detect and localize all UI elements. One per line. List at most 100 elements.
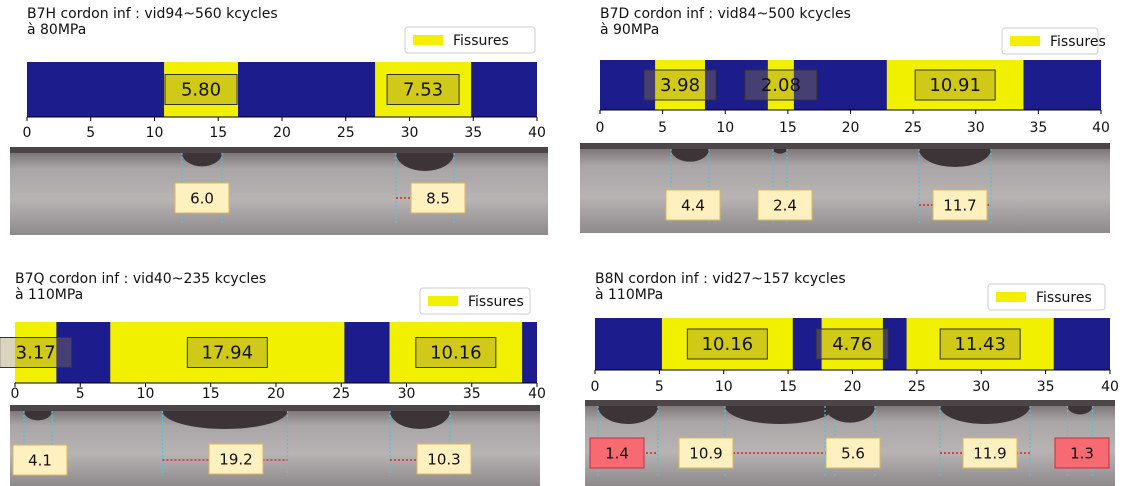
crack-front — [919, 149, 991, 167]
crack-front — [162, 411, 288, 429]
legend-box — [987, 283, 1106, 311]
legend-box — [419, 287, 531, 315]
measure-label-box — [825, 437, 881, 469]
x-tick-label: 30 — [398, 386, 416, 402]
x-tick-label: 15 — [202, 386, 220, 402]
value-label-box — [164, 74, 238, 105]
legend-swatch — [996, 292, 1026, 302]
measure-label-box — [678, 437, 734, 469]
x-tick-label: 25 — [332, 386, 350, 402]
crack-front — [825, 406, 875, 423]
crack-front — [671, 149, 709, 162]
crack-front — [598, 406, 658, 424]
chart-subtitle: à 110MPa — [595, 287, 663, 303]
measure-label-box — [962, 437, 1018, 469]
legend-swatch — [413, 35, 443, 45]
x-tick-label: 40 — [1101, 379, 1119, 395]
photo-background — [10, 147, 548, 235]
crack-segment — [655, 60, 705, 110]
x-tick-label: 5 — [655, 379, 664, 395]
x-tick-label: 40 — [528, 125, 546, 141]
legend-label: Fissures — [468, 294, 524, 310]
value-label: 3.17 — [16, 343, 56, 364]
crack-segment — [375, 62, 472, 117]
measure-label: 19.2 — [219, 451, 252, 469]
x-tick-label: 35 — [464, 125, 482, 141]
crack-segment — [886, 60, 1024, 110]
value-label-box — [686, 328, 768, 360]
legend-box — [1001, 27, 1099, 55]
value-label: 2.08 — [761, 75, 801, 96]
specimen-photo: 6.0 8.5 — [10, 147, 548, 235]
x-tick-label: 10 — [716, 120, 734, 136]
measure-label: 10.3 — [427, 451, 460, 469]
x-tick-label: 10 — [715, 379, 733, 395]
chart-subtitle: à 80MPa — [27, 22, 86, 38]
value-label-box — [744, 69, 818, 101]
x-tick-label: 15 — [779, 120, 797, 136]
measure-label-box — [589, 437, 645, 469]
crack-segment — [389, 322, 523, 383]
specimen-photo: 4.4 2.4 11.7 — [580, 143, 1110, 233]
crack-front — [773, 149, 787, 154]
measure-label: 11.7 — [943, 197, 976, 215]
x-tick-label: 5 — [658, 120, 667, 136]
measure-label-box — [932, 189, 988, 221]
measure-label-box — [208, 443, 264, 475]
value-label-box — [415, 337, 497, 368]
legend-label: Fissures — [1036, 290, 1092, 306]
value-label: 11.43 — [954, 334, 1006, 355]
crack-segment — [15, 322, 57, 383]
chart-title: B7Q cordon inf : vid40~235 kcycles — [15, 271, 266, 287]
x-tick-label: 30 — [972, 379, 990, 395]
value-label: 3.98 — [660, 75, 700, 96]
crack-segment — [110, 322, 345, 383]
x-tick-label: 5 — [76, 386, 85, 402]
value-label-box — [0, 337, 73, 368]
x-tick-label: 0 — [591, 379, 600, 395]
photo-top-edge — [585, 400, 1115, 406]
legend-swatch — [1010, 36, 1040, 46]
x-tick-label: 0 — [23, 125, 32, 141]
photo-background — [580, 143, 1110, 233]
x-tick-label: 35 — [1029, 120, 1047, 136]
value-label: 10.16 — [702, 334, 754, 355]
legend-label: Fissures — [453, 33, 509, 49]
measure-label: 5.6 — [841, 445, 865, 463]
measure-label: 10.9 — [689, 445, 722, 463]
crack-front — [940, 406, 1030, 424]
x-tick-label: 5 — [86, 125, 95, 141]
photo-top-edge — [10, 147, 548, 153]
measure-label: 2.4 — [773, 197, 797, 215]
x-tick-label: 0 — [596, 120, 605, 136]
x-tick-label: 25 — [904, 120, 922, 136]
value-label: 17.94 — [202, 343, 254, 364]
measure-label: 6.0 — [190, 190, 214, 208]
value-label-box — [186, 337, 268, 368]
measure-label: 11.9 — [973, 445, 1006, 463]
x-tick-label: 10 — [137, 386, 155, 402]
measure-label-box — [1054, 437, 1110, 469]
x-tick-label: 35 — [1037, 379, 1055, 395]
value-label-box — [815, 328, 889, 360]
x-tick-label: 10 — [146, 125, 164, 141]
specimen-photo: 1.4 10.9 5.6 11.9 1.3 — [585, 400, 1115, 486]
value-label: 5.80 — [181, 80, 221, 101]
crack-front — [396, 153, 454, 171]
legend-label: Fissures — [1050, 34, 1106, 50]
measure-label-box — [665, 189, 721, 221]
chart-subtitle: à 90MPa — [600, 22, 659, 38]
x-tick-label: 15 — [779, 379, 797, 395]
x-tick-label: 20 — [842, 120, 860, 136]
value-label: 7.53 — [403, 80, 443, 101]
value-label-box — [914, 69, 996, 101]
specimen-photo: 4.1 19.2 10.3 — [10, 405, 540, 486]
photo-top-edge — [10, 405, 540, 411]
crack-front — [390, 411, 450, 429]
crack-segment — [767, 60, 794, 110]
x-tick-label: 20 — [844, 379, 862, 395]
x-tick-label: 40 — [528, 386, 546, 402]
measure-label-box — [416, 443, 472, 475]
x-tick-label: 15 — [209, 125, 227, 141]
x-tick-label: 25 — [908, 379, 926, 395]
